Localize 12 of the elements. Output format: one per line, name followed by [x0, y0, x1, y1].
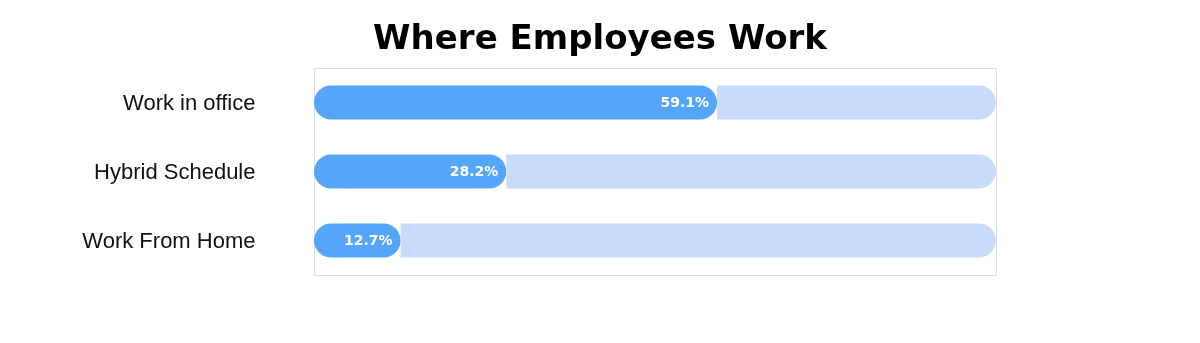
bar [314, 85, 718, 120]
bar [717, 85, 996, 120]
y-tick-label: Work in office [123, 89, 256, 115]
data-label: 59.1% [660, 93, 710, 110]
y-tick-label: Hybrid Schedule [94, 158, 256, 184]
bar [506, 154, 996, 189]
bar [400, 223, 996, 258]
data-label: 12.7% [344, 231, 393, 248]
chart-title: Where Employees Work [373, 17, 829, 57]
bar [314, 154, 507, 189]
data-label: 28.2% [449, 162, 499, 179]
y-tick-label: Work From Home [82, 227, 256, 253]
